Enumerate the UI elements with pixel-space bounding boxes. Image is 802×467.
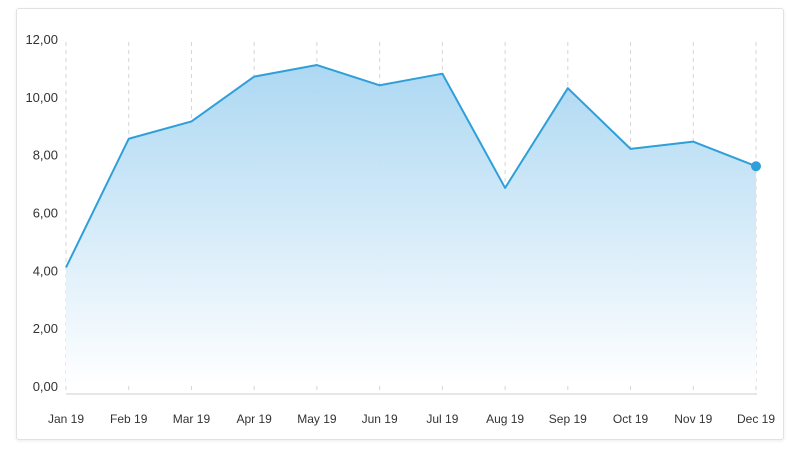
y-tick-label: 12,00	[25, 32, 58, 47]
x-tick-label: Mar 19	[173, 412, 211, 426]
x-tick-label: Dec 19	[737, 412, 775, 426]
series-area	[66, 65, 756, 387]
series-line	[65, 64, 757, 268]
data-point-apr-19[interactable]	[251, 74, 257, 80]
x-tick-label: Jul 19	[426, 412, 458, 426]
data-point-oct-19[interactable]	[628, 146, 634, 152]
y-axis-tick-labels: 0,00 2,00 4,00 6,00 8,00 10,00 12,00	[25, 32, 58, 394]
x-tick-label: Aug 19	[486, 412, 524, 426]
y-tick-label: 8,00	[33, 148, 58, 163]
y-tick-label: 6,00	[33, 206, 58, 221]
data-point-jul-19[interactable]	[439, 71, 445, 77]
x-tick-label: Nov 19	[674, 412, 712, 426]
data-point-jun-19[interactable]	[377, 82, 383, 88]
x-tick-label: Jun 19	[362, 412, 398, 426]
x-tick-label: Sep 19	[549, 412, 587, 426]
data-point-may-19[interactable]	[314, 62, 320, 68]
data-point-sep-19[interactable]	[565, 85, 571, 91]
x-tick-label: Jan 19	[48, 412, 84, 426]
data-point-mar-19[interactable]	[188, 118, 194, 124]
x-tick-label: May 19	[297, 412, 337, 426]
x-tick-label: Apr 19	[237, 412, 273, 426]
y-tick-label: 2,00	[33, 321, 58, 336]
y-tick-label: 0,00	[33, 379, 58, 394]
y-tick-label: 10,00	[25, 90, 58, 105]
x-tick-label: Oct 19	[613, 412, 649, 426]
data-point-nov-19[interactable]	[690, 139, 696, 145]
data-points	[63, 62, 761, 270]
series-line-path	[65, 64, 757, 268]
data-point-dec-19[interactable]	[751, 161, 761, 172]
data-point-jan-19[interactable]	[63, 264, 69, 270]
x-axis-tick-labels: Jan 19 Feb 19 Mar 19 Apr 19 May 19 Jun 19 Jul …	[48, 412, 775, 426]
data-point-aug-19[interactable]	[502, 185, 508, 191]
x-tick-label: Feb 19	[110, 412, 148, 426]
area-fill	[66, 65, 756, 387]
y-tick-label: 4,00	[33, 263, 58, 278]
data-point-feb-19[interactable]	[126, 136, 132, 142]
